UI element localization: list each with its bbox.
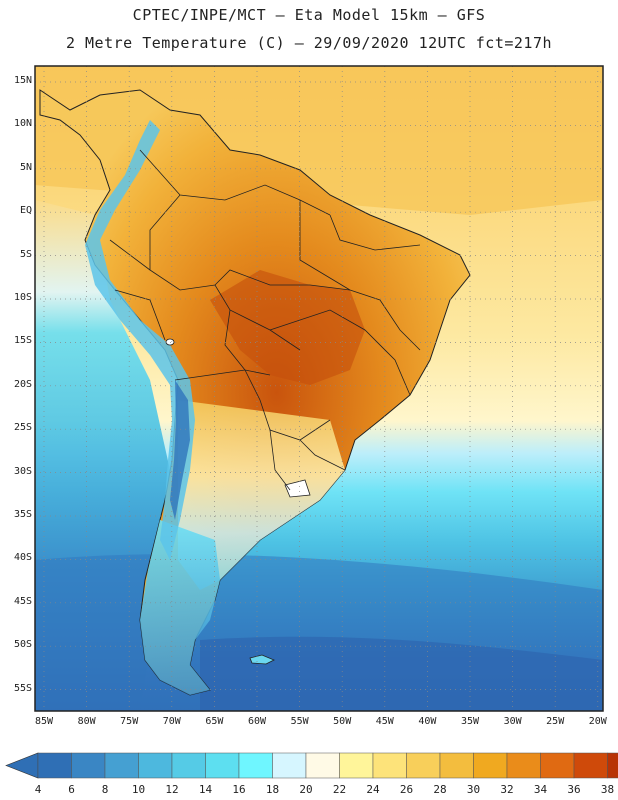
colorbar-swatch bbox=[573, 752, 608, 779]
longitude-label: 65W bbox=[205, 716, 224, 727]
latitude-label: 5S bbox=[19, 248, 32, 260]
latitude-label: 30S bbox=[13, 465, 32, 477]
latitude-label: 15N bbox=[13, 75, 32, 86]
longitude-label: 40W bbox=[418, 716, 437, 727]
colorbar-swatch bbox=[607, 752, 618, 779]
colorbar-swatch bbox=[506, 752, 541, 779]
colorbar-swatch bbox=[339, 752, 374, 779]
latitude-label: 20S bbox=[13, 378, 32, 390]
colorbar-label: 6 bbox=[68, 783, 75, 796]
colorbar-swatch bbox=[138, 752, 173, 779]
colorbar-label: 18 bbox=[265, 783, 280, 796]
colorbar-label: 10 bbox=[131, 783, 146, 796]
colorbar-label: 4 bbox=[34, 783, 42, 796]
colorbar bbox=[5, 752, 618, 779]
lake-titicaca bbox=[165, 338, 175, 346]
southern-land-cool bbox=[178, 400, 345, 590]
latitude-label: 40S bbox=[13, 552, 32, 564]
latitude-label: 5N bbox=[19, 161, 32, 173]
falkland-islands bbox=[249, 654, 275, 665]
latitude-label: 10N bbox=[13, 118, 32, 130]
colorbar-swatch bbox=[71, 752, 106, 779]
longitude-label: 75W bbox=[120, 716, 139, 727]
colorbar-swatch bbox=[406, 752, 441, 779]
colorbar-label: 14 bbox=[198, 783, 213, 796]
rio-de-la-plata bbox=[284, 479, 311, 498]
colorbar-label: 36 bbox=[567, 783, 581, 796]
latitude-label: EQ bbox=[19, 205, 32, 217]
longitude-label: 55W bbox=[290, 716, 309, 727]
andes-high-peaks bbox=[170, 380, 190, 520]
colorbar-swatch bbox=[372, 752, 407, 779]
colorbar-label: 20 bbox=[299, 783, 313, 796]
hot-core-region bbox=[210, 270, 365, 385]
colorbar-swatch bbox=[238, 752, 273, 779]
colorbar-swatch bbox=[37, 752, 72, 779]
longitude-label: 30W bbox=[503, 716, 522, 727]
longitude-label: 85W bbox=[34, 716, 54, 727]
colorbar-swatch bbox=[540, 752, 575, 779]
colorbar-swatch bbox=[205, 752, 240, 779]
colorbar-label: 8 bbox=[101, 783, 109, 796]
country-borders bbox=[109, 149, 421, 491]
colorbar-swatch bbox=[104, 752, 139, 779]
colorbar-swatch bbox=[272, 752, 307, 779]
latitude-label: 35S bbox=[13, 509, 32, 520]
andes-cold-ridge bbox=[85, 120, 195, 560]
longitude-label: 35W bbox=[460, 716, 480, 727]
map-title-line-2: 2 Metre Temperature (C) – 29/09/2020 12U… bbox=[65, 34, 553, 52]
longitude-label: 45W bbox=[375, 716, 394, 727]
colorbar-label: 32 bbox=[500, 783, 514, 796]
colorbar-label: 28 bbox=[433, 783, 447, 796]
colorbar-label: 24 bbox=[366, 783, 380, 796]
latitude-label: 10S bbox=[13, 292, 32, 303]
longitude-label: 25W bbox=[546, 716, 565, 727]
colorbar-swatch bbox=[439, 752, 474, 779]
latitude-label: 15S bbox=[13, 335, 32, 347]
map-title-line-1: CPTEC/INPE/MCT – Eta Model 15km – GFS bbox=[132, 6, 486, 24]
south-atlantic-coldest-band bbox=[200, 636, 603, 711]
longitude-label: 70W bbox=[162, 716, 181, 727]
colorbar-label: 26 bbox=[399, 783, 414, 796]
latitude-label: 55S bbox=[13, 682, 32, 694]
patagonia-cold bbox=[140, 520, 220, 695]
latitude-label: 45S bbox=[13, 595, 32, 607]
colorbar-label: 34 bbox=[533, 783, 548, 796]
latitude-label: 50S bbox=[13, 639, 32, 651]
colorbar-swatch bbox=[305, 752, 340, 779]
colorbar-label: 30 bbox=[466, 783, 481, 796]
latitude-label: 25S bbox=[13, 422, 32, 434]
longitude-label: 60W bbox=[247, 716, 267, 727]
colorbar-swatch bbox=[473, 752, 508, 779]
colorbar-label: 38 bbox=[600, 783, 615, 796]
map-frame bbox=[34, 65, 604, 712]
colorbar-swatch bbox=[171, 752, 206, 779]
colorbar-min-arrow bbox=[5, 752, 39, 779]
colorbar-label: 12 bbox=[165, 783, 179, 796]
longitude-label: 80W bbox=[77, 716, 96, 727]
longitude-label: 20W bbox=[588, 716, 607, 727]
colorbar-label: 22 bbox=[332, 783, 347, 796]
longitude-label: 50W bbox=[333, 716, 352, 727]
colorbar-label: 16 bbox=[232, 783, 246, 796]
